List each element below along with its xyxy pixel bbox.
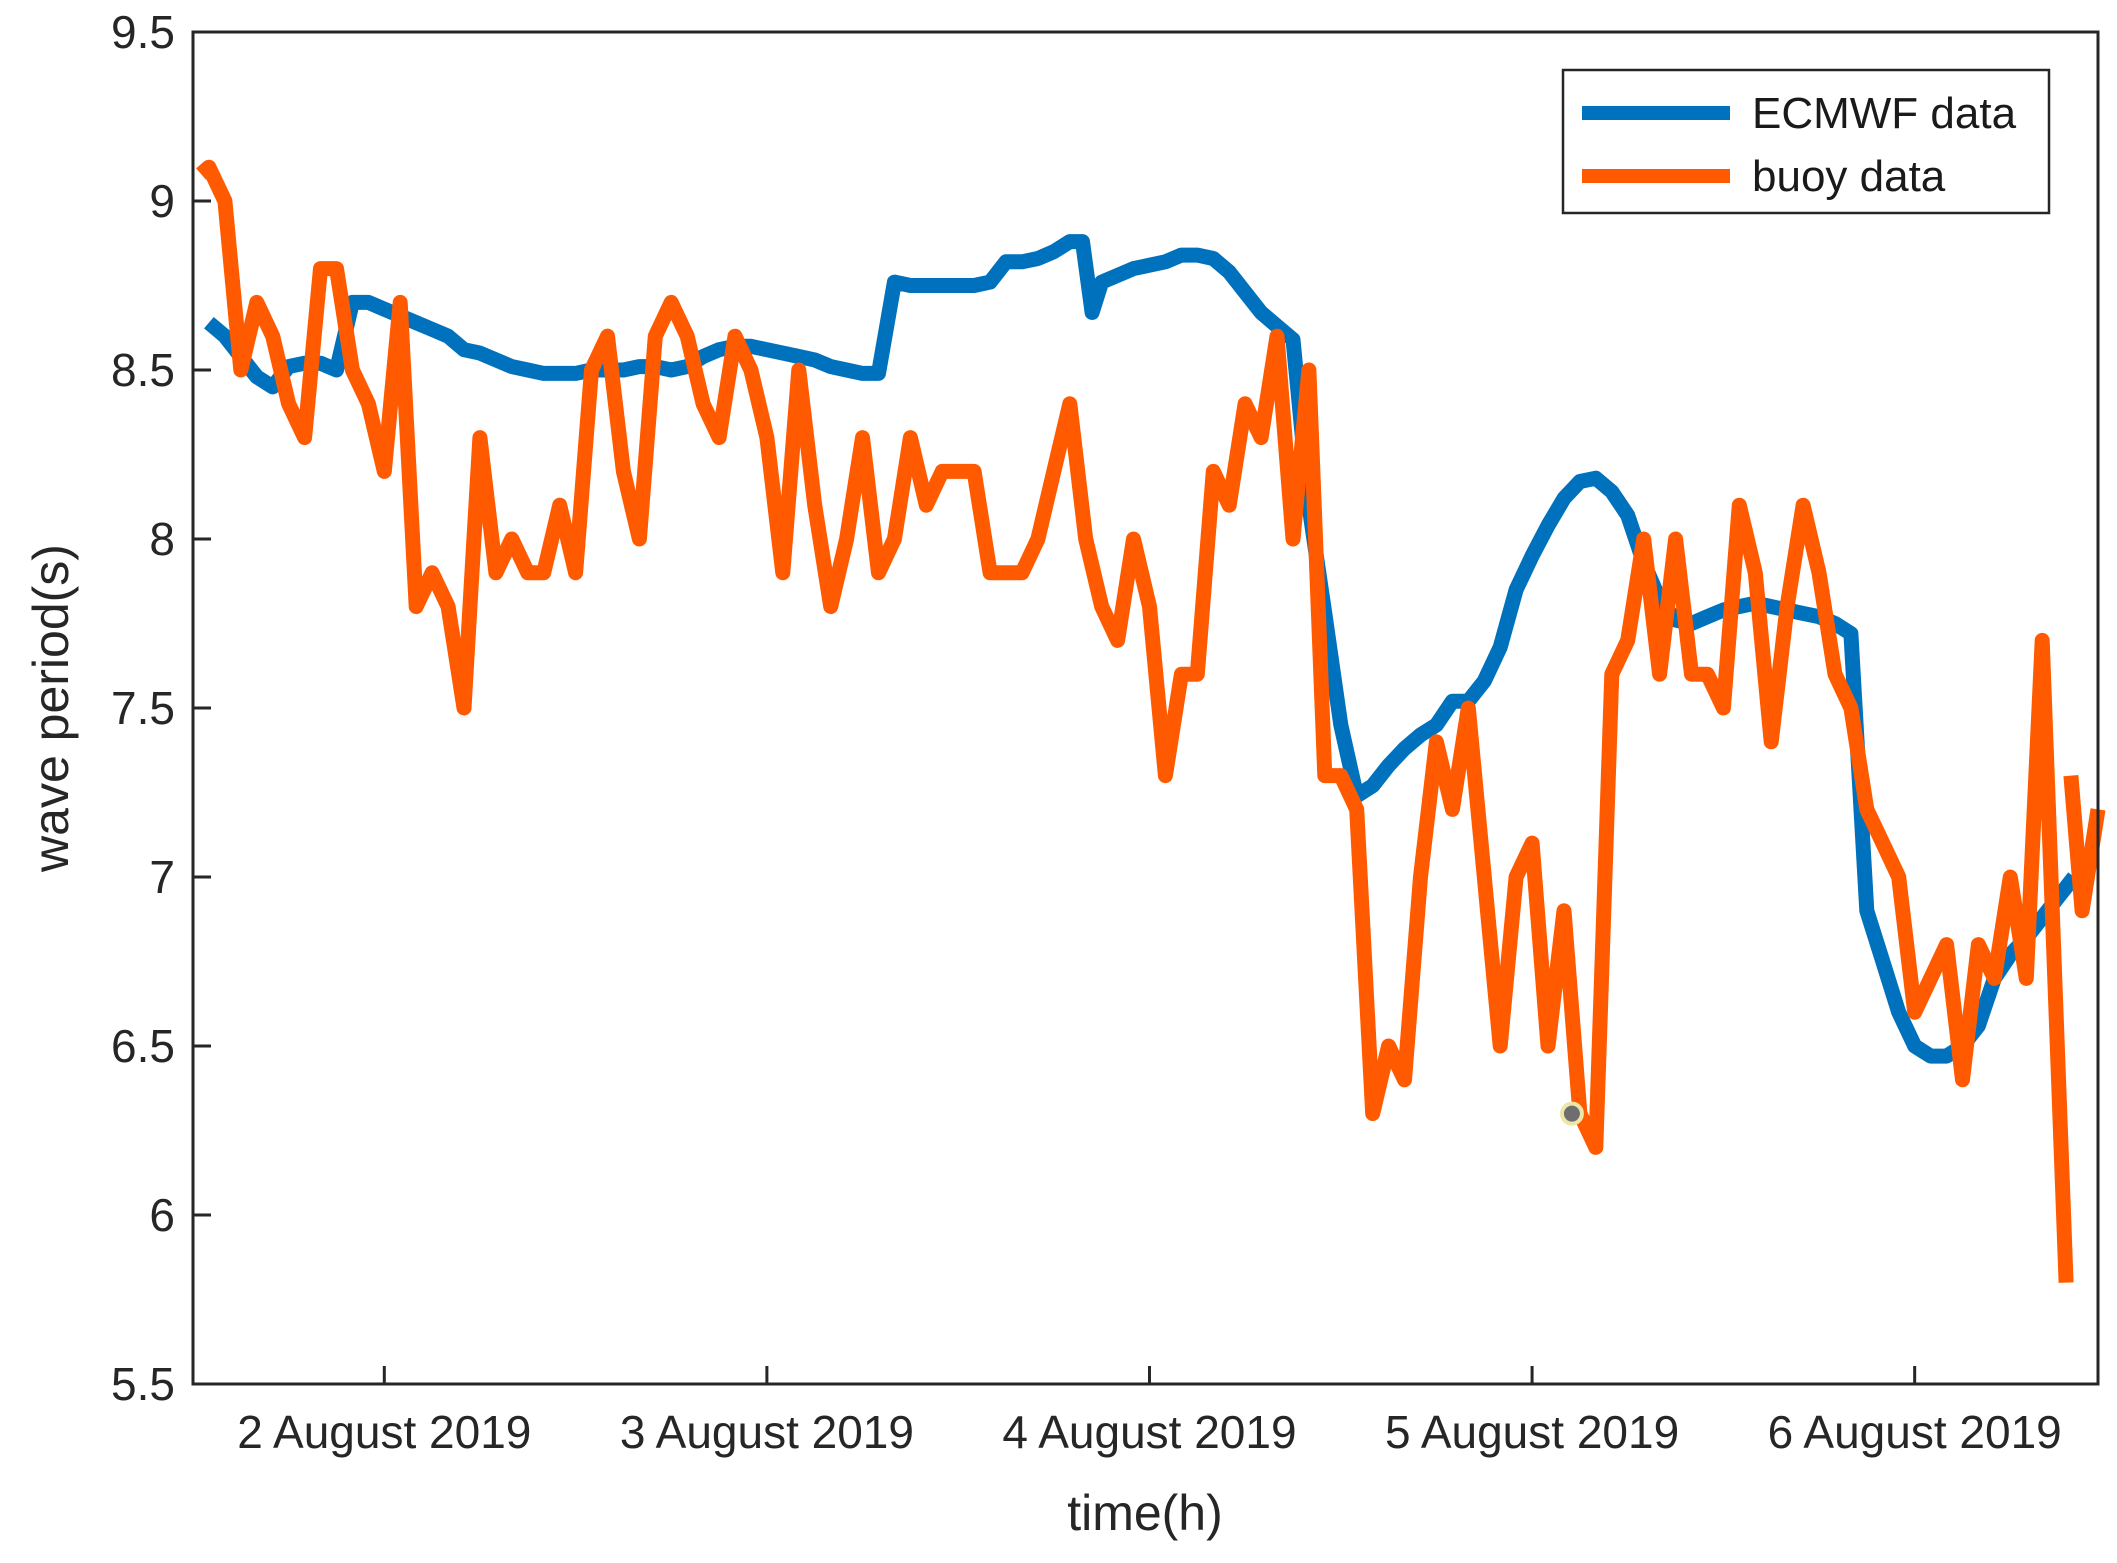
y-tick-label: 7: [149, 851, 175, 903]
tick-layer: 5.5 6 6.5 7 7.5 8 8.5 9 9.5 2 August 2019 3 August…: [111, 6, 2062, 1458]
y-tick-label: 9.5: [111, 6, 175, 58]
x-tick-label: 6 August 2019: [1768, 1406, 2062, 1458]
y-tick-label: 9: [149, 175, 175, 227]
series-layer: [196, 159, 2106, 1283]
y-tick-label: 5.5: [111, 1358, 175, 1410]
series-line-buoy: [196, 159, 2106, 1283]
legend-box: [1561, 68, 2051, 215]
y-tick-label: 8: [149, 513, 175, 565]
legend: ECMWF data buoy data: [1561, 68, 2051, 215]
x-tick-label: 4 August 2019: [1002, 1406, 1296, 1458]
y-tick-label: 6: [149, 1189, 175, 1241]
x-tick-label: 2 August 2019: [237, 1406, 531, 1458]
y-tick-label: 8.5: [111, 344, 175, 396]
legend-label-buoy: buoy data: [1752, 152, 1946, 201]
y-tick-label: 6.5: [111, 1020, 175, 1072]
data-point-marker: [1559, 1101, 1584, 1126]
y-tick-label: 7.5: [111, 682, 175, 734]
legend-label-ecmwf: ECMWF data: [1752, 89, 2017, 138]
y-axis-title: wave period(s): [23, 544, 79, 873]
x-tick-label: 5 August 2019: [1385, 1406, 1679, 1458]
x-axis-title: time(h): [1067, 1485, 1223, 1541]
x-tick-label: 3 August 2019: [620, 1406, 914, 1458]
